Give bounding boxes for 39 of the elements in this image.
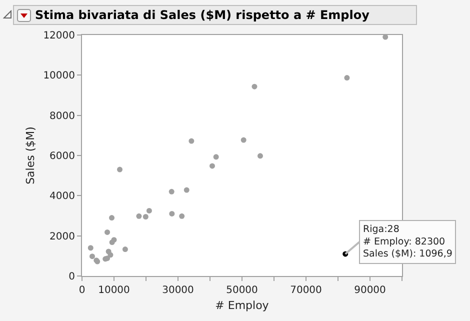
x-tick-label: 90000 xyxy=(354,285,386,296)
point xyxy=(89,254,95,260)
y-tick-label: 2000 xyxy=(50,231,75,242)
point xyxy=(142,214,148,220)
point xyxy=(146,208,152,214)
y-tick-label: 6000 xyxy=(50,151,75,162)
x-tick-label: 30000 xyxy=(162,285,194,296)
annotation: Riga:28 # Employ: 82300 Sales ($M): 1096,9 xyxy=(363,224,452,260)
point xyxy=(117,166,123,172)
point xyxy=(109,215,115,221)
x-tick-label: 70000 xyxy=(290,285,322,296)
point xyxy=(122,246,128,252)
x-tick-label: 10000 xyxy=(98,285,130,296)
y-axis-title: Sales ($M) xyxy=(24,126,37,184)
point xyxy=(136,213,142,219)
chart-title: Stima bivariata di Sales ($M) rispetto a # Employ xyxy=(35,8,370,22)
point xyxy=(257,153,263,159)
point xyxy=(88,245,94,251)
x-axis-title: # Employ xyxy=(215,299,270,312)
y-tick-label: 8000 xyxy=(50,110,75,122)
point xyxy=(188,138,194,144)
point xyxy=(111,237,117,243)
x-tick-label: 50000 xyxy=(226,285,258,296)
x-tick-label: 0 xyxy=(78,285,86,296)
point xyxy=(108,252,114,258)
point xyxy=(213,154,219,160)
point xyxy=(184,187,190,193)
point xyxy=(344,75,350,81)
y-tick-label: 12000 xyxy=(43,30,75,42)
point xyxy=(104,229,110,235)
y-tick-label: 4000 xyxy=(50,191,75,202)
point xyxy=(169,210,175,216)
y-tick-label: 10000 xyxy=(43,70,75,82)
point xyxy=(179,213,185,219)
y-tick-label: 0 xyxy=(68,272,75,282)
point xyxy=(168,188,174,194)
point xyxy=(252,84,258,90)
point xyxy=(209,163,215,169)
point xyxy=(240,137,246,143)
